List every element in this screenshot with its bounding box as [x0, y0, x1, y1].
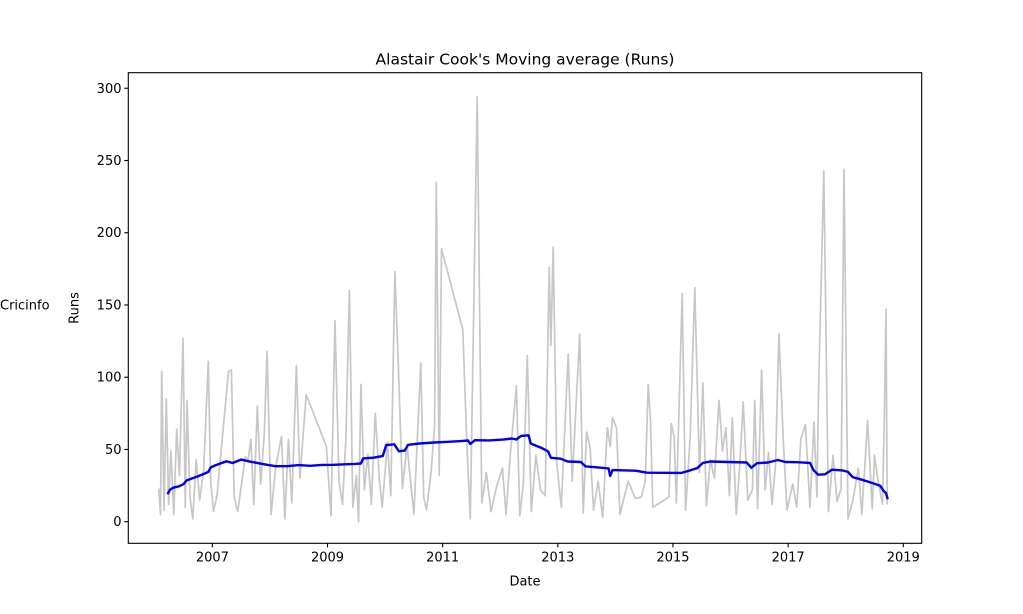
x-tick-label: 2013: [541, 550, 574, 565]
series-line-innings-runs: [157, 96, 889, 523]
y-tick-label: 100: [97, 371, 122, 386]
y-tick-label: 300: [97, 82, 122, 97]
x-tick-label: 2017: [772, 550, 805, 565]
y-tick-label: 50: [105, 443, 122, 458]
x-tick-label: 2019: [887, 550, 920, 565]
y-tick-label: 250: [97, 154, 122, 169]
y-tick-label: 150: [97, 298, 122, 313]
x-tick-label: 2011: [426, 550, 459, 565]
chart-title: Alastair Cook's Moving average (Runs): [376, 51, 675, 69]
x-axis-label: Date: [509, 575, 540, 590]
series-line-moving-average: [166, 434, 889, 500]
watermark-text: Cricinfo: [0, 299, 50, 314]
axis-ticks: 2007 2009 2011 2013 2015 2017 2019 0 50 100 150 200…: [97, 82, 920, 566]
x-tick-label: 2007: [196, 550, 229, 565]
x-tick-label: 2015: [656, 550, 689, 565]
chart-series-lines: [157, 96, 889, 523]
x-tick-label: 2009: [311, 550, 344, 565]
y-axis-label: Runs: [68, 292, 83, 324]
y-tick-label: 0: [113, 515, 121, 530]
plot-border: [127, 72, 923, 544]
y-tick-label: 200: [97, 226, 122, 241]
